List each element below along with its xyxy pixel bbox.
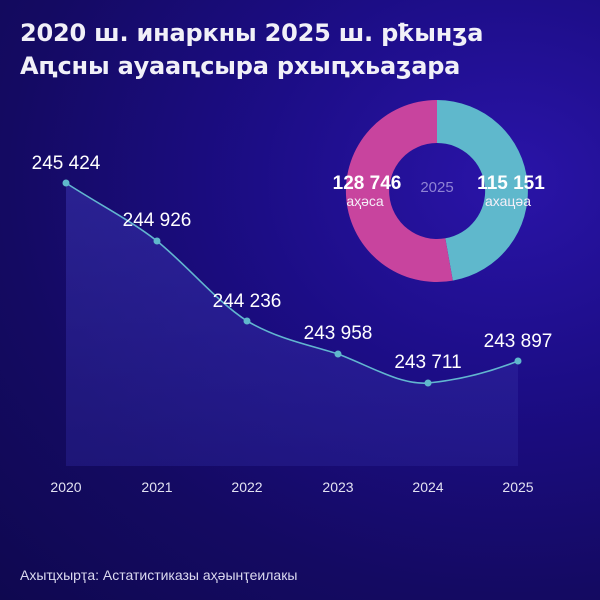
- donut-male-value: 115 151: [477, 173, 545, 194]
- chart-title: 2020 ш. инаркны 2025 ш. рҟынӡа Аԥсны ауа…: [20, 17, 590, 83]
- data-point-2024: [424, 379, 432, 387]
- data-label-2025: 243 897: [483, 331, 553, 352]
- data-label-2022: 244 236: [212, 291, 282, 312]
- data-point-2021: [153, 237, 161, 245]
- data-point-2022: [243, 317, 251, 325]
- x-tick-2021: 2021: [141, 479, 173, 495]
- population-line: [65, 182, 519, 384]
- donut-chart: [345, 99, 528, 282]
- data-label-2020: 245 424: [31, 153, 101, 174]
- title-line-2: Аԥсны ауааԥсыра рхыԥхьаӡара: [20, 52, 461, 80]
- data-point-2023: [334, 350, 342, 358]
- data-point-2025: [514, 357, 522, 365]
- donut-center-year: 2025: [420, 179, 454, 196]
- data-label-2024: 243 711: [394, 352, 462, 373]
- donut-segment-female: [345, 99, 453, 282]
- title-line-1: 2020 ш. инаркны 2025 ш. рҟынӡа: [20, 19, 484, 47]
- data-label-2021: 244 926: [122, 210, 192, 231]
- data-label-2023: 243 958: [303, 323, 373, 344]
- data-point-2020: [62, 179, 70, 187]
- x-tick-2025: 2025: [502, 479, 534, 495]
- donut-male-label: ахацәа: [484, 193, 532, 209]
- donut-female-value: 128 746: [332, 173, 402, 194]
- donut-segment-male: [437, 100, 528, 281]
- x-tick-2024: 2024: [412, 479, 444, 495]
- data-points: [62, 179, 522, 387]
- x-tick-2022: 2022: [231, 479, 263, 495]
- donut-female-label: аҳәса: [346, 193, 384, 209]
- x-tick-2020: 2020: [50, 479, 82, 495]
- population-area-fill: [66, 183, 518, 466]
- x-tick-2023: 2023: [322, 479, 354, 495]
- source-footnote: Ахыҵхырҭа: Астатистиказы аҳәынҭеилакы: [20, 567, 298, 583]
